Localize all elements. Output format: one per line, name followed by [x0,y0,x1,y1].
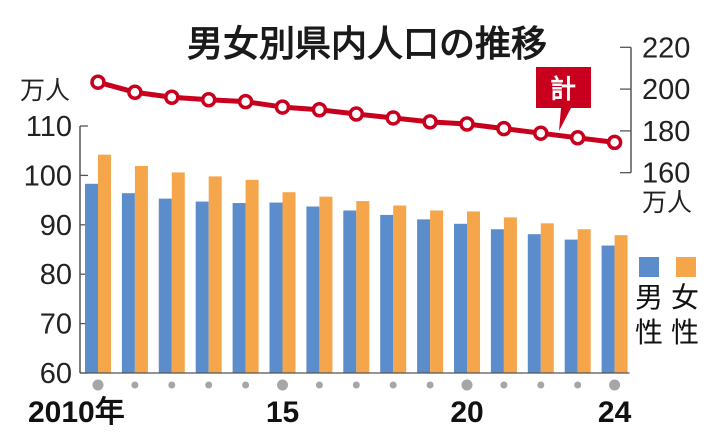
left-axis-tick-label: 100 [24,160,72,192]
bar-female [540,223,554,373]
bar-male [306,206,320,373]
total-point [533,125,549,141]
year-dot [500,381,508,389]
total-point [311,102,328,118]
bar-female [134,166,148,373]
left-axis-tick-label: 110 [26,111,72,143]
total-point [569,130,586,146]
total-point [164,89,180,106]
right-axis-tick-label: 220 [642,32,690,64]
legend-swatch-male [639,257,659,277]
bar-male [269,202,283,373]
left-axis-tick-label: 70 [40,309,72,341]
year-dot [131,381,139,389]
bar-female [356,201,370,373]
bar-male [195,201,209,373]
legend: 男 性 女 性 [635,257,699,349]
x-axis-label: 20 [450,396,483,429]
x-axis-labels: 2010年 15 20 24 [28,396,632,429]
bar-female [503,217,517,373]
bar-female [577,229,591,373]
bar-female [430,210,444,373]
bar-male [564,239,578,373]
legend-label-male-2: 性 [635,316,663,349]
year-dot [168,381,176,389]
left-axis-unit: 万人 [20,76,70,105]
year-dot [92,379,104,391]
callout-box [536,67,591,131]
bar-female [208,176,222,373]
year-dot [426,381,434,389]
total-point [459,116,475,132]
total-point [200,92,217,108]
bar-male [85,183,98,373]
bar-male [158,198,172,373]
year-dot [461,379,473,391]
bar-series [85,154,628,373]
chart-title: 男女別県内人口の推移 [187,24,547,65]
bar-male [121,193,135,373]
year-dot [537,381,545,389]
bar-female [393,205,407,373]
bar-female [98,154,111,373]
left-axis-tick-label: 80 [40,259,72,291]
year-dot [352,381,360,389]
total-point [90,74,106,90]
legend-label-female-2: 性 [671,316,699,349]
legend-swatch-female [676,257,696,277]
legend-label-female-1: 女 [671,281,699,314]
bar-female [245,179,259,373]
bar-male [232,203,246,373]
right-axis-unit: 万人 [642,188,692,217]
year-dot [277,379,288,391]
year-dot [242,381,250,389]
bar-female [614,235,628,373]
total-point [385,110,401,126]
total-point [348,106,365,122]
total-point [237,93,254,110]
bar-male [527,234,541,373]
total-line-series [90,74,623,151]
bar-female [171,172,185,373]
year-dot [205,381,213,389]
bar-male [601,245,615,373]
bar-male [343,210,357,373]
year-dot [315,381,323,389]
right-axis-tick-label: 180 [642,116,690,148]
bar-male [417,219,431,373]
x-axis-year-dots [92,379,621,391]
total-point [606,134,623,151]
x-axis-label: 2010年 [28,396,125,429]
legend-label-male-1: 男 [635,281,663,314]
bar-female [319,196,333,373]
x-axis-label: 24 [598,396,632,429]
right-axis: 220 200 180 160 [620,32,690,190]
left-axis: 110 100 90 80 70 60 [24,111,88,390]
total-point [422,114,438,130]
bar-male [490,229,504,373]
bar-female [282,192,296,373]
right-axis-tick-label: 160 [642,158,690,190]
total-point [127,84,143,100]
right-axis-tick-label: 200 [642,74,690,106]
callout-label: 計 [550,74,576,105]
left-axis-tick-label: 60 [40,358,72,390]
x-axis-label: 15 [266,396,299,429]
year-dot [574,381,582,389]
year-dot [389,381,397,389]
year-dot [609,379,621,391]
total-callout: 計 [536,67,591,131]
total-point [274,99,291,115]
left-axis-tick-label: 90 [40,210,72,242]
total-point [496,120,512,137]
bar-male [454,223,467,373]
bar-male [380,214,394,373]
bar-female [467,211,480,373]
